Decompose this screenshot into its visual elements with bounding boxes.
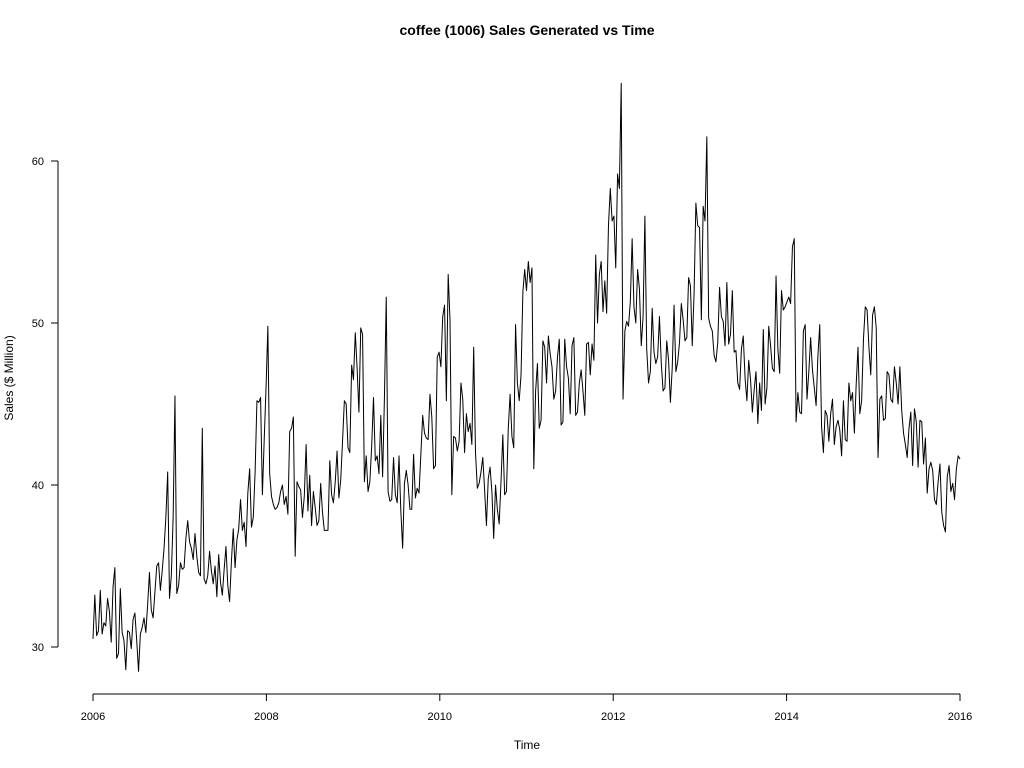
series-line <box>92 82 961 672</box>
x-axis-label: Time <box>514 738 541 752</box>
y-axis-label: Sales ($ Million) <box>2 335 16 420</box>
x-tick-label: 2010 <box>428 711 452 723</box>
x-tick-label: 2014 <box>774 711 798 723</box>
y-tick-label: 50 <box>32 318 44 330</box>
x-tick-label: 2012 <box>601 711 625 723</box>
y-tick-label: 30 <box>32 642 44 654</box>
y-axis: 30 40 50 60 <box>32 156 59 654</box>
x-axis: 2006 2008 2010 2012 2014 2016 <box>81 693 972 723</box>
x-tick-label: 2008 <box>254 711 278 723</box>
x-tick-label: 2016 <box>948 711 972 723</box>
y-tick-label: 40 <box>32 480 44 492</box>
chart-title: coffee (1006) Sales Generated vs Time <box>400 22 655 38</box>
x-tick-label: 2006 <box>81 711 105 723</box>
y-tick-label: 60 <box>32 156 44 168</box>
plot-area <box>92 82 961 672</box>
